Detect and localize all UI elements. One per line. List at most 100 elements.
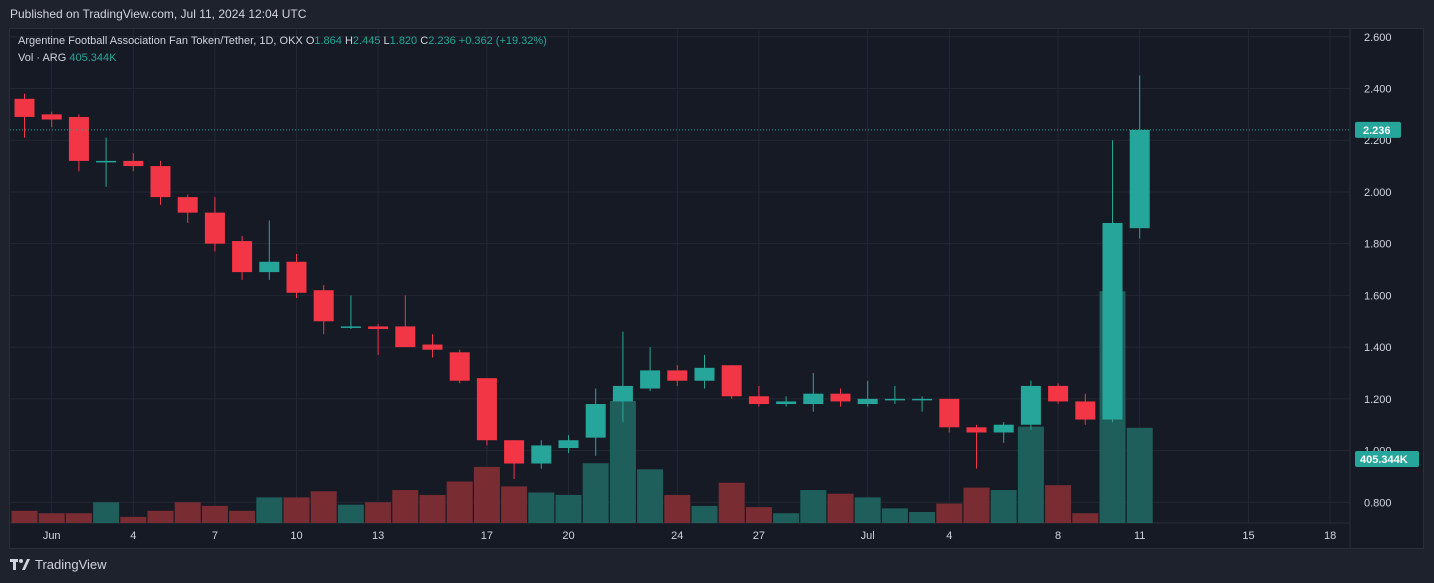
candle-body	[857, 398, 878, 405]
volume-bar	[963, 487, 990, 523]
volume-bar	[990, 490, 1017, 523]
chart-panel[interactable]: 0.8001.0001.2001.4001.6001.8002.0002.200…	[9, 28, 1424, 549]
candle-body	[177, 197, 198, 213]
volume-bar	[120, 516, 147, 523]
candle-body	[558, 440, 579, 448]
price-tick-label: 1.400	[1364, 342, 1392, 354]
last-price-label: 2.236	[1363, 125, 1391, 137]
volume-bar	[582, 463, 609, 523]
volume-bar	[501, 486, 528, 523]
candle-body	[721, 365, 742, 397]
candle-body	[1129, 129, 1150, 229]
time-tick-label: 7	[212, 530, 218, 542]
volume-bar	[310, 491, 337, 523]
candle-body	[1020, 385, 1041, 425]
close-label: C	[420, 35, 429, 47]
volume-bar	[256, 497, 283, 523]
candle-body	[912, 398, 933, 401]
time-tick-label: 17	[481, 530, 493, 542]
candle-body	[1048, 385, 1069, 402]
volume-bar	[365, 502, 392, 523]
volume-bar	[11, 510, 38, 523]
last-volume-badge	[1355, 451, 1419, 467]
low-value: 1.820	[389, 35, 418, 47]
candle-body	[340, 326, 361, 328]
volume-bar	[773, 513, 800, 523]
open-value: 1.864	[314, 35, 342, 47]
time-tick-label: 4	[130, 530, 136, 542]
volume-bar	[473, 466, 500, 523]
time-tick-label: 10	[290, 530, 302, 542]
volume-bar	[392, 490, 419, 523]
published-header: Published on TradingView.com, Jul 11, 20…	[10, 7, 307, 21]
candle-body	[531, 445, 552, 464]
volume-bar	[881, 508, 908, 523]
candle-body	[232, 241, 253, 273]
time-tick-label: 13	[372, 530, 384, 542]
volume-bar	[337, 504, 364, 523]
candle-body	[966, 427, 987, 433]
last-price-badge	[1355, 121, 1401, 138]
candle-body	[41, 114, 62, 120]
volume-value: 405.344K	[69, 52, 117, 64]
candle-body	[1102, 222, 1123, 420]
volume-label: Vol · ARG	[18, 52, 67, 64]
candle-body	[422, 344, 443, 350]
time-tick-label: 27	[753, 530, 765, 542]
volume-bar	[827, 493, 854, 523]
candle-body	[150, 166, 171, 198]
volume-legend: Vol · ARG 405.344K	[18, 52, 116, 64]
candle-body	[368, 326, 389, 330]
candle-body	[123, 160, 144, 167]
volume-bar	[555, 494, 582, 523]
candle-body	[830, 393, 851, 402]
time-tick-label: Jul	[861, 530, 875, 542]
change-value: +0.362 (+19.32%)	[458, 35, 547, 47]
candle-body	[993, 424, 1014, 433]
time-tick-label: 20	[562, 530, 574, 542]
candle-body	[1075, 401, 1096, 420]
time-tick-label: 4	[946, 530, 952, 542]
price-tick-label: 1.600	[1364, 290, 1392, 302]
volume-bar	[147, 510, 174, 523]
open-label: O	[305, 35, 315, 47]
volume-bar	[800, 490, 827, 523]
ohlc-legend: Argentine Football Association Fan Token…	[18, 35, 547, 47]
candle-body	[476, 378, 497, 441]
volume-bar	[745, 507, 772, 523]
price-tick-label: 1.800	[1364, 239, 1392, 251]
volume-bar	[174, 502, 201, 523]
candle-body	[803, 393, 824, 405]
candle-body	[939, 398, 960, 428]
volume-bar	[1126, 427, 1153, 523]
candle-body	[694, 367, 715, 381]
candle-body	[259, 261, 280, 273]
candle-body	[96, 160, 117, 163]
candle-body	[313, 290, 334, 322]
candle-body	[449, 352, 470, 381]
volume-bar	[691, 505, 718, 523]
volume-bar	[201, 505, 228, 523]
symbol-title: Argentine Football Association Fan Token…	[18, 35, 303, 47]
high-value: 2.445	[352, 35, 381, 47]
volume-bar	[664, 494, 691, 523]
volume-bar	[38, 513, 65, 523]
low-label: L	[383, 35, 390, 47]
price-chart[interactable]: 0.8001.0001.2001.4001.6001.8002.0002.200…	[10, 29, 1423, 548]
volume-bar	[637, 469, 664, 523]
last-volume-label: 405.344K	[1360, 454, 1408, 466]
volume-bar	[283, 497, 310, 523]
price-tick-label: 2.600	[1364, 32, 1392, 44]
volume-bar	[1017, 426, 1044, 523]
footer: TradingView	[10, 557, 107, 572]
time-tick-label: 11	[1134, 530, 1145, 542]
candle-body	[395, 326, 416, 348]
time-tick-label: Jun	[43, 530, 61, 542]
candle-body	[612, 385, 633, 402]
candle-body	[748, 396, 769, 405]
candle-body	[204, 212, 225, 244]
volume-bar	[229, 510, 256, 523]
candle-body	[14, 98, 35, 117]
candle-body	[640, 370, 661, 389]
high-label: H	[344, 35, 353, 47]
